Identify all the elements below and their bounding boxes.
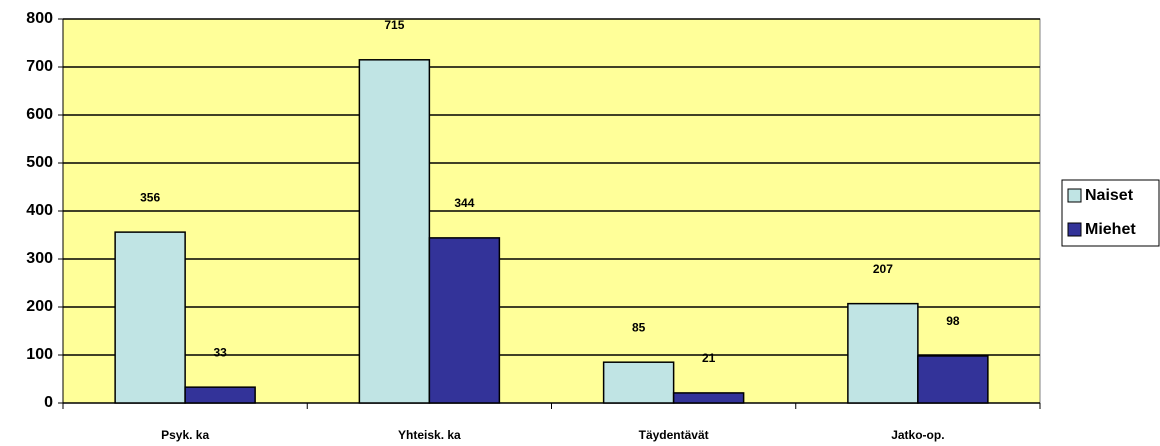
x-tick-label: Yhteisk. ka bbox=[398, 428, 461, 442]
y-tick-label: 400 bbox=[26, 202, 53, 219]
data-label: 85 bbox=[632, 320, 646, 334]
y-tick-label: 100 bbox=[26, 346, 53, 363]
x-tick-label: Täydentävät bbox=[639, 428, 709, 442]
bar bbox=[184, 386, 256, 404]
bar bbox=[428, 237, 501, 404]
y-tick-label: 800 bbox=[26, 10, 53, 27]
y-tick-label: 300 bbox=[26, 250, 53, 267]
x-tick-label: Jatko-op. bbox=[891, 428, 944, 442]
bar bbox=[672, 392, 745, 404]
x-tick-label: Psyk. ka bbox=[161, 428, 209, 442]
y-tick-label: 200 bbox=[26, 298, 53, 315]
bar bbox=[847, 302, 919, 404]
bar bbox=[917, 355, 989, 404]
legend-label: Naiset bbox=[1085, 187, 1134, 204]
data-label: 715 bbox=[384, 18, 404, 32]
bar bbox=[114, 231, 186, 404]
bar bbox=[602, 361, 675, 404]
data-label: 356 bbox=[140, 190, 160, 204]
legend-swatch bbox=[1067, 188, 1082, 203]
y-tick-label: 600 bbox=[26, 106, 53, 123]
data-label: 98 bbox=[946, 314, 960, 328]
legend-swatch bbox=[1067, 222, 1082, 237]
y-tick-label: 500 bbox=[26, 154, 53, 171]
data-label: 207 bbox=[873, 262, 893, 276]
legend-label: Miehet bbox=[1085, 221, 1136, 238]
data-label: 344 bbox=[454, 196, 474, 210]
bar bbox=[358, 59, 431, 404]
data-label: 33 bbox=[213, 345, 227, 359]
y-tick-label: 0 bbox=[44, 394, 53, 411]
y-tick-label: 700 bbox=[26, 58, 53, 75]
data-label: 21 bbox=[702, 351, 716, 365]
